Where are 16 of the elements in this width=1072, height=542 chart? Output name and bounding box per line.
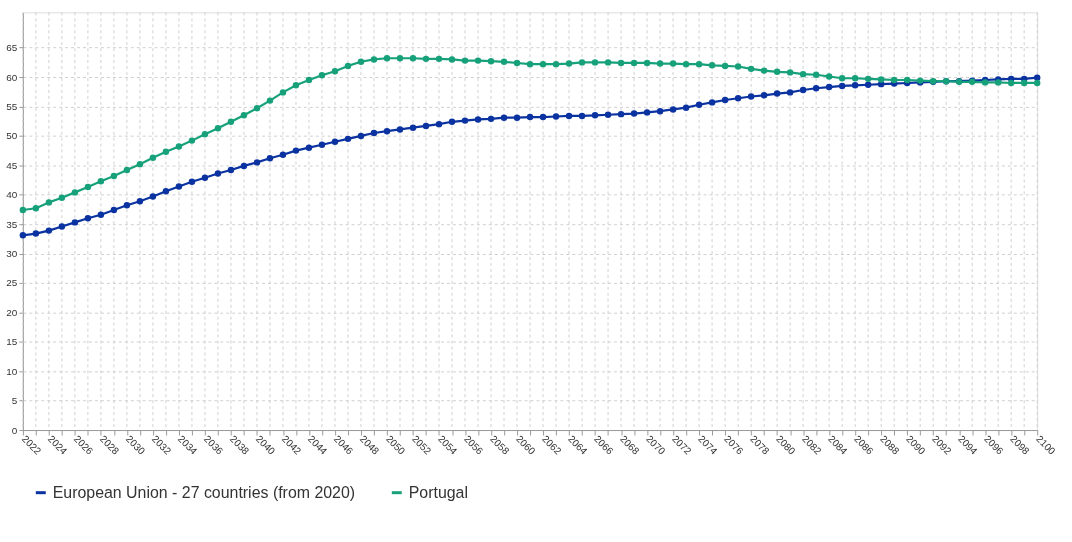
legend-label: Portugal [408,483,468,501]
y-tick-label: 55 [6,100,18,112]
y-tick-label: 30 [6,248,18,260]
y-tick-label: 65 [6,42,18,54]
y-tick-label: 20 [6,306,18,318]
y-tick-label: 0 [11,424,18,436]
y-tick-label: 15 [6,336,18,348]
y-tick-label: 40 [6,189,18,201]
y-tick-label: 35 [6,218,18,230]
y-tick-label: 50 [6,130,18,142]
legend-label: European Union - 27 countries (from 2020) [52,483,356,501]
y-tick-label: 25 [6,277,18,289]
y-tick-label: 10 [6,365,18,377]
y-tick-label: 45 [6,159,18,171]
y-tick-label: 60 [6,71,18,83]
y-tick-label: 5 [11,395,18,407]
